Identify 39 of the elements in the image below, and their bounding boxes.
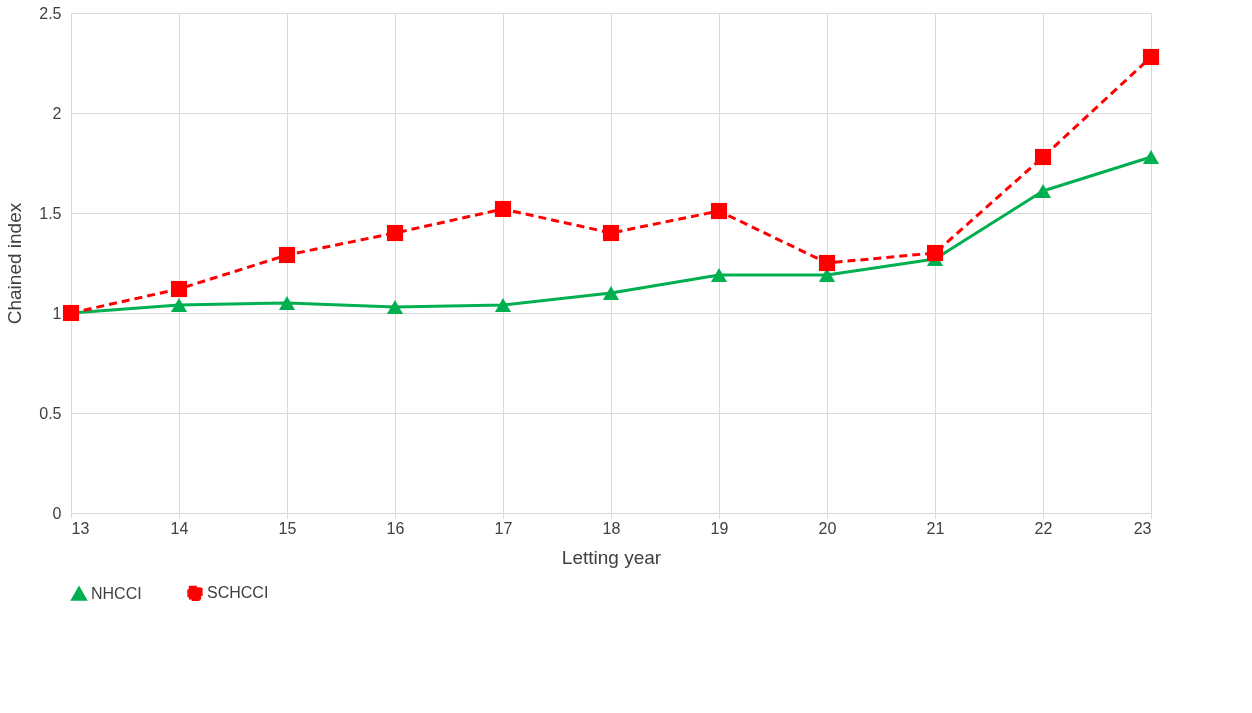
y-tick-label: 0 [52, 504, 62, 522]
point [602, 286, 620, 300]
x-tick-label: 18 [602, 519, 621, 537]
y-tick-label: 2.5 [39, 4, 62, 22]
x-tick-label: 15 [278, 519, 297, 537]
x-tick-label: 16 [386, 519, 405, 537]
x-tick-label: 22 [1034, 519, 1053, 537]
point [926, 244, 944, 262]
x-tick-label: 14 [170, 519, 189, 537]
point [710, 268, 728, 282]
point [278, 296, 296, 310]
y-tick-label: 1 [52, 304, 62, 322]
x-tick-label: 20 [818, 519, 837, 537]
point [386, 300, 404, 314]
legend-label: NHCCI [91, 584, 142, 602]
point [170, 280, 188, 298]
x-tick-label: 23 [1133, 519, 1152, 537]
x-tick-label: 17 [494, 519, 513, 537]
legend-label: SCHCCI [207, 584, 269, 602]
y-tick-label: 1.5 [39, 204, 62, 222]
point [278, 246, 296, 264]
y-tick-label: 2 [52, 104, 62, 122]
point [1034, 184, 1052, 198]
point [1034, 148, 1052, 166]
point [1142, 150, 1160, 164]
x-tick-label: 19 [710, 519, 729, 537]
x-tick-label: 21 [926, 519, 945, 537]
point [710, 202, 728, 220]
x-tick-label: 13 [71, 519, 90, 537]
point [1142, 48, 1160, 66]
point [494, 298, 512, 312]
point [494, 200, 512, 218]
point [818, 254, 836, 272]
point [386, 224, 404, 242]
point [602, 224, 620, 242]
y-axis-title: Chained index [4, 202, 26, 325]
x-axis-title: Letting year [561, 546, 662, 568]
point [170, 298, 188, 312]
y-tick-label: 0.5 [39, 404, 62, 422]
